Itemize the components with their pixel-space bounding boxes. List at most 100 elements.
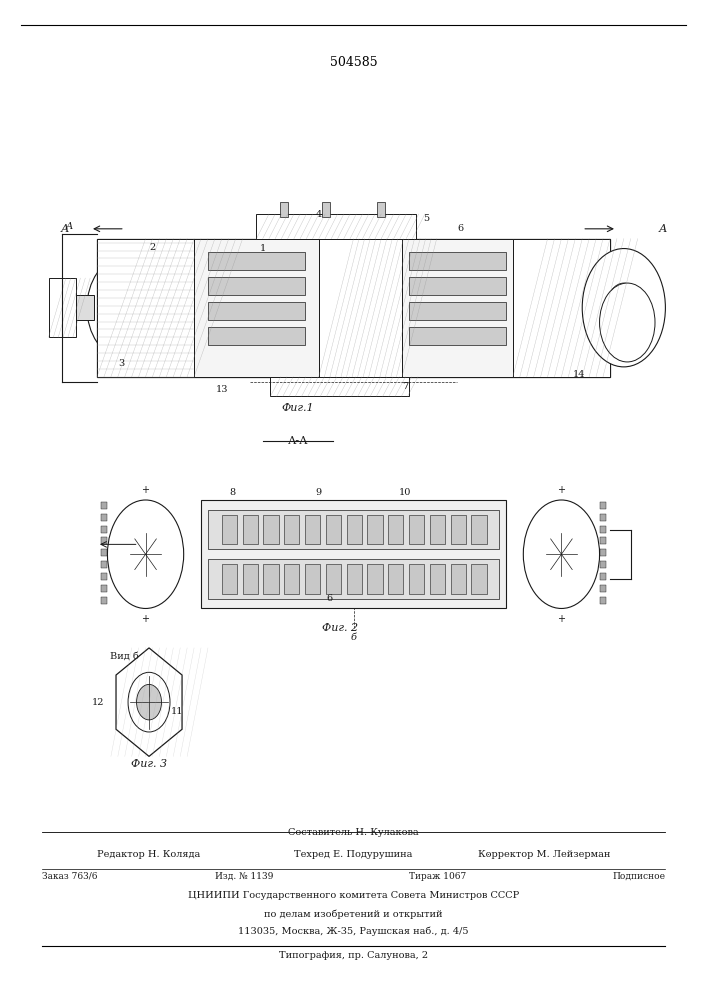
- Text: Корректор М. Лейзерман: Корректор М. Лейзерман: [477, 850, 610, 859]
- Text: Фиг.1: Фиг.1: [281, 403, 315, 413]
- Bar: [430, 564, 445, 594]
- Text: 7: 7: [402, 382, 409, 391]
- Text: ·: ·: [487, 850, 490, 860]
- Text: 1: 1: [260, 244, 267, 253]
- Bar: [346, 515, 362, 544]
- Text: +: +: [141, 614, 149, 624]
- Text: Тираж 1067: Тираж 1067: [409, 872, 466, 881]
- Circle shape: [600, 283, 655, 362]
- Text: Техред Е. Подурушина: Техред Е. Подурушина: [294, 850, 413, 859]
- Text: +: +: [557, 614, 566, 624]
- Bar: [388, 564, 404, 594]
- Bar: [243, 564, 258, 594]
- Text: Подписное: Подписное: [612, 872, 665, 881]
- Bar: [97, 239, 194, 377]
- Bar: [600, 585, 607, 592]
- Bar: [284, 564, 300, 594]
- Bar: [368, 515, 382, 544]
- Bar: [264, 564, 279, 594]
- Bar: [208, 559, 499, 599]
- Bar: [280, 202, 288, 217]
- Text: 9: 9: [316, 488, 322, 497]
- Bar: [600, 502, 607, 509]
- Text: А: А: [66, 222, 73, 231]
- Text: 8: 8: [229, 488, 235, 497]
- Bar: [100, 549, 107, 556]
- Text: Фиг. 3: Фиг. 3: [131, 759, 167, 769]
- Bar: [513, 239, 610, 377]
- Text: 11: 11: [170, 707, 183, 716]
- Text: +: +: [557, 485, 566, 495]
- Text: 504585: 504585: [329, 56, 378, 69]
- Bar: [194, 239, 319, 377]
- Bar: [264, 515, 279, 544]
- Text: Фиг. 2: Фиг. 2: [322, 623, 358, 633]
- Bar: [472, 564, 486, 594]
- Circle shape: [583, 249, 665, 367]
- Bar: [208, 277, 305, 295]
- Bar: [409, 564, 424, 594]
- Bar: [450, 564, 466, 594]
- Bar: [208, 327, 305, 345]
- Bar: [100, 573, 107, 580]
- Bar: [284, 515, 300, 544]
- Text: ЦНИИПИ Государственного комитета Совета Министров СССР: ЦНИИПИ Государственного комитета Совета …: [188, 891, 519, 900]
- Bar: [305, 515, 320, 544]
- Bar: [600, 537, 607, 544]
- Bar: [201, 500, 506, 608]
- Bar: [600, 597, 607, 604]
- Text: Типография, пр. Салунова, 2: Типография, пр. Салунова, 2: [279, 951, 428, 960]
- Bar: [49, 278, 76, 337]
- Circle shape: [107, 500, 184, 608]
- Bar: [97, 290, 610, 325]
- Text: по делам изобретений и открытий: по делам изобретений и открытий: [264, 909, 443, 919]
- Text: А: А: [658, 224, 667, 234]
- Bar: [409, 327, 506, 345]
- Bar: [377, 202, 385, 217]
- Text: 14: 14: [573, 370, 585, 379]
- Bar: [409, 515, 424, 544]
- Bar: [100, 537, 107, 544]
- Text: +: +: [141, 485, 149, 495]
- Bar: [222, 515, 237, 544]
- Bar: [100, 597, 107, 604]
- Bar: [388, 515, 404, 544]
- Bar: [409, 252, 506, 270]
- Bar: [100, 585, 107, 592]
- Bar: [305, 564, 320, 594]
- Bar: [600, 549, 607, 556]
- Bar: [222, 564, 237, 594]
- Bar: [208, 252, 305, 270]
- Bar: [322, 202, 330, 217]
- Bar: [402, 239, 513, 377]
- Bar: [270, 377, 409, 396]
- Text: 4: 4: [316, 210, 322, 219]
- Text: 12: 12: [92, 698, 105, 707]
- Bar: [600, 561, 607, 568]
- Text: 113035, Москва, Ж-35, Раушская наб., д. 4/5: 113035, Москва, Ж-35, Раушская наб., д. …: [238, 927, 469, 936]
- Text: Вид б: Вид б: [110, 652, 139, 661]
- Bar: [326, 564, 341, 594]
- Text: 13: 13: [216, 385, 228, 394]
- Text: Редактор Н. Коляда: Редактор Н. Коляда: [97, 850, 200, 859]
- Bar: [430, 515, 445, 544]
- Text: А-А: А-А: [288, 436, 308, 446]
- Bar: [97, 239, 610, 377]
- Text: 10: 10: [399, 488, 411, 497]
- Bar: [100, 502, 107, 509]
- Circle shape: [136, 684, 161, 720]
- Text: А: А: [61, 224, 69, 234]
- Text: 2: 2: [149, 243, 156, 252]
- Bar: [100, 526, 107, 533]
- Bar: [100, 561, 107, 568]
- Circle shape: [523, 500, 600, 608]
- Bar: [600, 573, 607, 580]
- Bar: [600, 526, 607, 533]
- Bar: [76, 295, 93, 320]
- Text: Изд. № 1139: Изд. № 1139: [215, 872, 273, 881]
- Bar: [346, 564, 362, 594]
- Bar: [472, 515, 486, 544]
- Bar: [319, 239, 402, 377]
- Bar: [243, 515, 258, 544]
- Text: 5: 5: [423, 214, 429, 223]
